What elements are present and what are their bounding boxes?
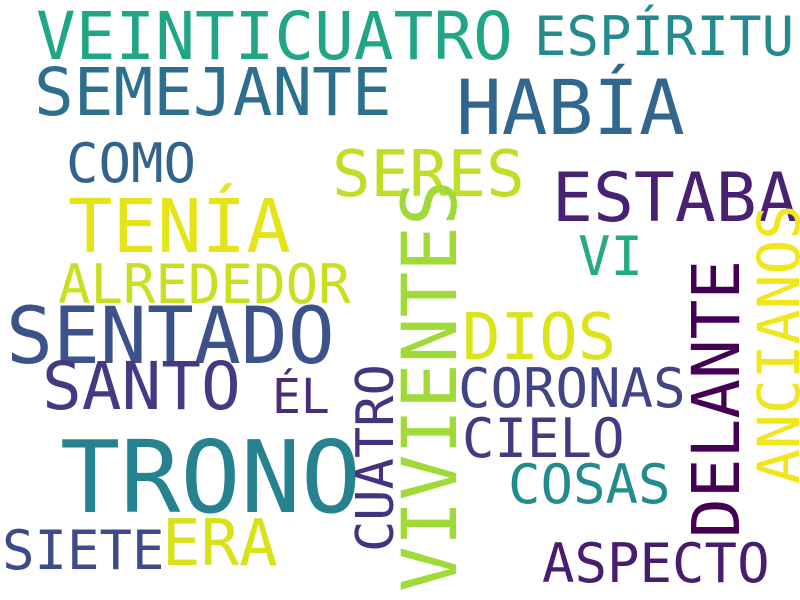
word-vi: VI	[578, 225, 644, 288]
word-como: COMO	[66, 132, 197, 195]
word-estaba: ESTABA	[552, 159, 798, 238]
word-alrededor: ALREDEDOR	[58, 253, 351, 316]
word-seres: SERES	[332, 138, 525, 212]
word-trono: TRONO	[60, 419, 362, 536]
word-dios: DIOS	[462, 301, 617, 375]
word-ancianos: ANCIANOS	[745, 204, 800, 484]
word-veinticuatro: VEINTICUATRO	[36, 0, 513, 75]
word-sentado: SENTADO	[6, 292, 335, 382]
word-santo: SANTO	[42, 348, 241, 425]
word-delante: DELANTE	[678, 259, 755, 538]
word-cosas: COSAS	[508, 453, 671, 516]
word-semejante: SEMEJANTE	[34, 54, 392, 131]
word-cuatro: CUATRO	[346, 364, 406, 552]
word-siete: SIETE	[2, 519, 165, 582]
word-era: ERA	[162, 507, 278, 581]
word-coronas: CORONAS	[458, 357, 686, 420]
word-habia: HABÍA	[456, 63, 685, 152]
word-aspecto: ASPECTO	[542, 532, 770, 595]
word-el: ÉL	[272, 369, 330, 425]
word-cielo: CIELO	[462, 407, 625, 470]
word-tenia: TENÍA	[68, 184, 291, 270]
word-espiritu: ESPÍRITU	[534, 5, 795, 68]
